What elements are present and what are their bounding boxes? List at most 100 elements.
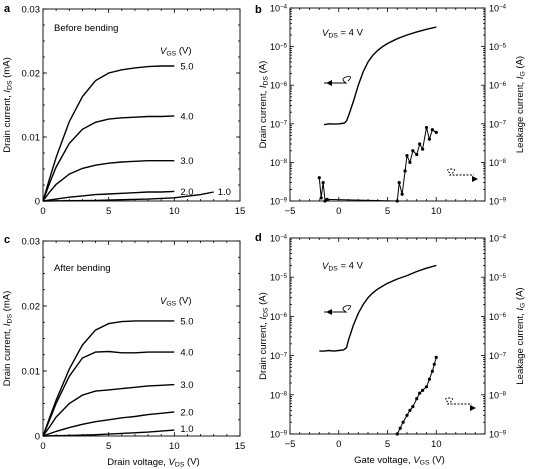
x-tick-label: 5: [385, 439, 390, 450]
x-tick-label: 10: [431, 206, 442, 217]
data-point: [397, 180, 401, 185]
data-point: [418, 142, 422, 146]
y-tick-label: 10−7: [270, 119, 288, 129]
y2-tick-label: 10−9: [489, 430, 507, 440]
chart-panel-c: c 0 5 10 15 0 0.01 0.02 0.03 Drain current, IDS (…: [1, 234, 245, 469]
data-point: [434, 130, 438, 134]
y-tick-label: 0: [35, 197, 40, 208]
curve-label: 5.0: [180, 61, 193, 72]
y-tick-label: 10−5: [270, 42, 288, 52]
y-axis-label: Drain current, IDS (A): [257, 61, 269, 149]
data-point: [415, 396, 419, 401]
panel-label-a: a: [4, 3, 11, 15]
plot-frame: [289, 7, 486, 202]
data-point: [400, 192, 404, 196]
y-tick-label: 0.01: [22, 133, 41, 144]
legend-title: VGS (V): [160, 295, 192, 307]
data-point: [408, 160, 412, 164]
data-point: [405, 413, 409, 417]
y2-tick-label: 10−8: [489, 158, 507, 168]
series-line-IG: [318, 127, 437, 202]
legend-title: VGS (V): [160, 45, 192, 57]
series-line-1-0: [42, 429, 175, 437]
x-tick-label: 0: [336, 439, 341, 450]
curve-label: 3.0: [180, 156, 193, 167]
y-tick-label: 10−4: [270, 234, 288, 244]
x-tick-label: 15: [235, 206, 246, 217]
x-tick-label: 10: [431, 439, 442, 450]
x-axis-label: Drain voltage, VDS (V): [107, 456, 199, 468]
y-axis-label: Drain current, IDS (A): [257, 292, 269, 380]
y-tick-label: 10−4: [270, 4, 288, 14]
data-point: [427, 377, 432, 381]
curve-label: 3.0: [180, 380, 193, 391]
x-tick-label: 5: [385, 206, 390, 217]
y2-tick-label: 10−9: [489, 197, 507, 207]
y2-tick-label: 10−6: [489, 312, 507, 322]
annotation-text: After bending: [54, 263, 111, 274]
ids-axis-arrow: [324, 76, 351, 84]
y2-tick-label: 10−4: [489, 234, 507, 244]
y-tick-label: 0: [35, 432, 40, 443]
x-tick-label: 0: [336, 206, 341, 217]
series-line-IDS: [323, 26, 437, 126]
ids-arrowhead-icon: [326, 80, 332, 86]
curve-label: 2.0: [180, 187, 193, 198]
ig-arrowhead-icon: [470, 405, 476, 411]
panel-label-d: d: [255, 232, 262, 244]
data-point: [401, 420, 405, 424]
data-point: [408, 408, 412, 412]
plot-frame: [289, 237, 486, 435]
data-point: [421, 147, 425, 151]
series-line-2-0: [42, 411, 175, 437]
y-tick-label: 0.02: [22, 69, 41, 80]
chart-panel-a: a 0 5 10 15 0 0.01 0.02 0.03 Drain current, IDS (…: [1, 3, 245, 217]
ig-arrowhead-icon: [472, 176, 478, 182]
y-tick-label: 10−6: [270, 312, 288, 322]
series-line-5-0: [42, 65, 175, 202]
x-tick-label: 5: [106, 441, 111, 452]
data-point: [430, 128, 434, 132]
annotation-text: Before bending: [54, 23, 118, 34]
series-line-3-0: [42, 160, 175, 202]
y-tick-label: 0.01: [22, 367, 41, 378]
series-line-IDS: [319, 264, 437, 352]
x-tick-label: 5: [106, 206, 111, 217]
annotation-text: VDS = 4 V: [322, 27, 364, 39]
chart-panel-d: d −5 0 5 10 10−9 10−9 10−8 10−8 10−7 10−7 10−6 10−6 1…: [255, 232, 527, 467]
y-tick-label: 0.03: [22, 5, 41, 16]
y-tick-label: 0.02: [22, 302, 41, 313]
series-line-5-0: [42, 320, 175, 437]
y-tick-label: 10−8: [270, 390, 288, 400]
data-point: [430, 369, 434, 373]
data-point: [418, 391, 422, 395]
y2-tick-label: 10−5: [489, 42, 507, 52]
x-tick-label: 10: [169, 206, 180, 217]
data-point: [434, 355, 438, 359]
data-point: [325, 197, 329, 202]
y-tick-label: 10−9: [270, 430, 288, 440]
data-point: [421, 388, 425, 392]
data-point: [424, 385, 429, 389]
ig-axis-arrow: [445, 397, 472, 405]
y2-tick-label: 10−7: [489, 119, 507, 129]
y-tick-label: 10−9: [270, 197, 288, 207]
chart-panel-b: b −5 0 5 10 10−9 10−9 10−8 10−8 10−7 10−7 10−6 10−6 1…: [255, 4, 527, 218]
y2-axis-label: Leakage current, IG (A): [514, 287, 526, 384]
curve-label: 4.0: [180, 111, 193, 122]
y-tick-label: 10−5: [270, 273, 288, 283]
series-line-1-0: [42, 191, 214, 202]
panel-label-c: c: [4, 234, 10, 246]
y-tick-label: 10−6: [270, 81, 288, 91]
x-tick-label: 10: [169, 441, 180, 452]
data-point: [398, 426, 402, 430]
curve-label: 1.0: [218, 187, 231, 198]
data-point: [403, 169, 407, 173]
data-point: [415, 152, 419, 157]
annotation-text: VDS = 4 V: [322, 260, 364, 272]
curve-label: 4.0: [180, 348, 193, 359]
series-line-3-0: [42, 383, 175, 437]
data-point: [395, 199, 399, 203]
x-tick-label: 15: [235, 441, 246, 452]
